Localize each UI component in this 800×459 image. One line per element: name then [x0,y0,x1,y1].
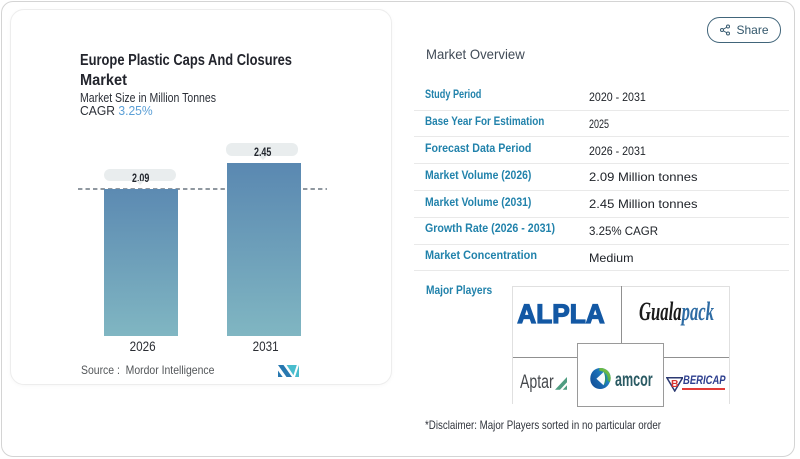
svg-text:B: B [670,377,678,389]
